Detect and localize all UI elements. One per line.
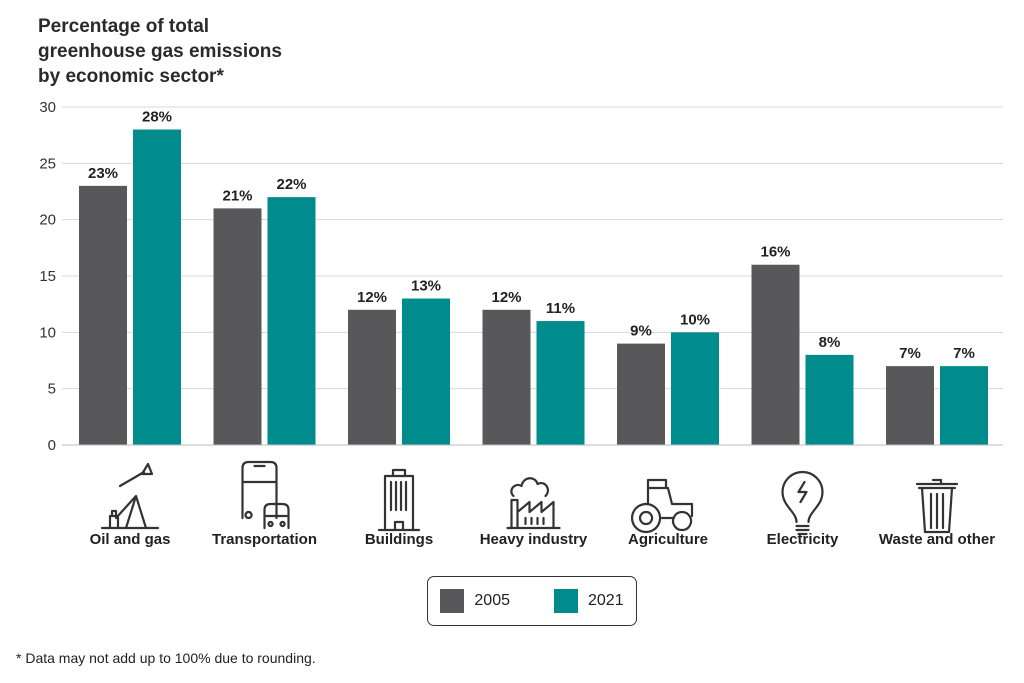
y-tick-label: 0: [48, 437, 56, 454]
category-label: Electricity: [767, 531, 839, 548]
factory-icon: [506, 477, 561, 530]
data-label: 12%: [491, 289, 521, 306]
bar-2005-oil-and-gas: [79, 185, 127, 445]
y-tick-label: 5: [48, 381, 56, 398]
category-label: Agriculture: [628, 531, 708, 548]
legend-item-2005: 2005: [440, 589, 510, 613]
data-label: 7%: [899, 345, 921, 362]
bar-2021-electricity: [805, 354, 854, 445]
data-label: 11%: [546, 300, 575, 317]
category-label: Waste and other: [879, 531, 995, 548]
tractor-icon: [630, 478, 694, 534]
bar-2005-agriculture: [617, 343, 665, 445]
y-tick-label: 10: [39, 324, 56, 341]
legend-label: 2021: [588, 592, 624, 609]
bar-2021-waste-and-other: [940, 366, 988, 445]
footnote: * Data may not add up to 100% due to rou…: [16, 650, 316, 666]
y-tick-label: 15: [39, 268, 56, 285]
category-label: Heavy industry: [480, 531, 588, 548]
category-label: Oil and gas: [90, 531, 171, 548]
legend-swatch-2021: [554, 589, 578, 613]
data-label: 10%: [680, 311, 710, 328]
category-label: Transportation: [212, 531, 317, 548]
data-label: 8%: [819, 334, 841, 351]
legend-swatch-2005: [440, 589, 465, 613]
data-label: 12%: [357, 289, 387, 306]
oil-pump-icon: [100, 462, 160, 530]
bar-2005-waste-and-other: [886, 366, 934, 445]
y-tick-label: 30: [39, 99, 56, 116]
data-label: 9%: [630, 323, 652, 340]
lightbulb-icon: [781, 470, 824, 536]
bar-2021-heavy-industry: [536, 321, 585, 445]
building-icon: [377, 468, 421, 532]
bar-2005-heavy-industry: [482, 309, 531, 445]
legend-label: 2005: [474, 592, 510, 609]
y-tick-label: 20: [39, 212, 56, 229]
bar-2005-transportation: [213, 208, 262, 445]
data-label: 16%: [760, 244, 790, 261]
data-label: 21%: [222, 187, 252, 204]
bar-2021-agriculture: [671, 332, 719, 445]
data-label: 22%: [276, 176, 306, 193]
bar-2021-oil-and-gas: [133, 129, 181, 446]
legend: 2005 2021: [427, 576, 637, 626]
legend-item-2021: 2021: [554, 589, 624, 613]
trash-can-icon: [915, 478, 959, 534]
bar-2021-buildings: [402, 298, 450, 445]
bar-2005-buildings: [348, 309, 396, 445]
chart-title: Percentage of total greenhouse gas emiss…: [38, 16, 282, 87]
data-label: 7%: [953, 345, 975, 362]
data-label: 28%: [142, 109, 172, 126]
bar-2005-electricity: [751, 264, 800, 445]
category-label: Buildings: [365, 531, 433, 548]
y-tick-label: 25: [39, 155, 56, 172]
data-label: 23%: [88, 165, 118, 182]
data-label: 13%: [411, 278, 441, 295]
bar-2021-transportation: [267, 197, 316, 445]
bus-car-icon: [241, 460, 290, 530]
